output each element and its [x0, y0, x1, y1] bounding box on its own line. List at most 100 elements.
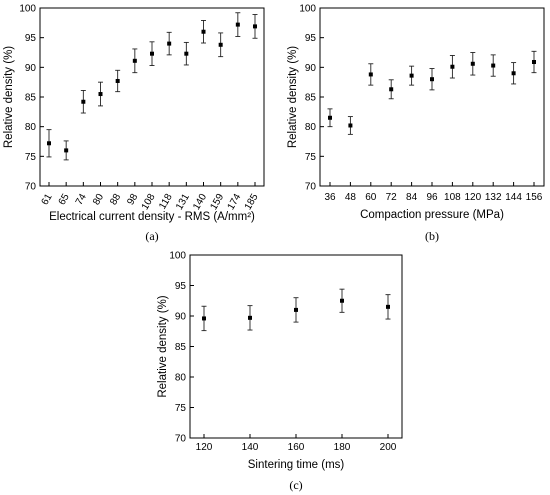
data-point	[218, 42, 223, 47]
x-tick-label: 118	[157, 192, 175, 212]
x-tick-label: 180	[334, 442, 351, 453]
y-tick-label: 85	[175, 342, 187, 353]
data-point	[348, 123, 353, 128]
data-point	[532, 59, 536, 64]
data-point-group	[149, 41, 155, 67]
y-tick-label: 90	[175, 312, 187, 323]
y-axis-label: Relative density (%)	[3, 46, 15, 148]
data-point-group	[166, 31, 172, 56]
x-tick-label: 98	[125, 192, 140, 208]
x-axis-label: Compaction pressure (MPa)	[360, 209, 504, 221]
y-tick-label: 90	[305, 63, 317, 74]
data-point-group	[449, 55, 455, 79]
data-point	[511, 71, 516, 76]
x-tick-label: 120	[196, 442, 213, 453]
data-point	[470, 61, 475, 66]
data-point	[115, 78, 120, 83]
data-point-group	[80, 90, 86, 114]
data-point	[184, 51, 189, 56]
y-tick-label: 100	[169, 251, 186, 262]
data-point-group	[293, 297, 299, 323]
data-point	[202, 316, 206, 321]
data-point-group	[347, 116, 353, 135]
data-point-group	[252, 14, 258, 39]
x-tick-label: 174	[226, 192, 244, 212]
data-point-group	[98, 81, 103, 107]
data-point	[491, 63, 496, 68]
data-point-group	[429, 68, 435, 91]
data-point-group	[201, 20, 206, 44]
data-point	[409, 73, 414, 78]
panel-caption: (c)	[289, 478, 302, 492]
data-point-group	[46, 129, 52, 158]
x-tick-label: 131	[174, 192, 192, 212]
data-point-group	[388, 79, 394, 100]
data-point	[64, 148, 69, 153]
x-tick-label: 140	[191, 192, 209, 212]
data-point	[389, 87, 394, 92]
x-tick-label: 36	[324, 192, 336, 203]
panel-caption: (b)	[425, 229, 439, 243]
y-tick-label: 95	[305, 33, 317, 44]
data-point-group	[531, 50, 537, 74]
x-tick-label: 108	[444, 192, 461, 203]
x-tick-label: 159	[208, 192, 226, 212]
x-tick-label: 156	[526, 192, 543, 203]
data-point-group	[409, 65, 415, 86]
data-point-group	[63, 140, 69, 161]
x-tick-label: 132	[485, 192, 502, 203]
y-axis-label: Relative density (%)	[157, 295, 169, 397]
data-point-group	[339, 288, 345, 313]
y-tick-label: 70	[175, 434, 187, 445]
plot-frame	[189, 254, 403, 439]
data-point	[47, 141, 51, 146]
data-point	[430, 77, 434, 82]
chart-panel-3: 70 75 80 85 90 95 100 120 140 160 180 200 Sintering …	[157, 251, 403, 492]
x-axis-label: Electrical current density - RMS (A/mm²)	[49, 211, 255, 223]
y-axis-label: Relative density (%)	[287, 46, 299, 148]
x-axis-label: Sintering time (ms)	[248, 459, 345, 471]
x-tick-label: 80	[91, 192, 106, 208]
x-tick-label: 48	[345, 192, 357, 203]
plot-frame	[39, 7, 265, 187]
data-point-group	[235, 12, 241, 37]
x-tick-label: 88	[108, 192, 123, 208]
data-point-group	[327, 108, 333, 128]
x-tick-label: 61	[40, 192, 55, 208]
y-tick-label: 95	[175, 281, 187, 292]
y-tick-label: 75	[175, 403, 187, 414]
data-point-group	[132, 48, 138, 74]
y-tick-label: 80	[305, 122, 317, 133]
x-tick-label: 65	[57, 192, 72, 208]
x-tick-label: 200	[380, 442, 397, 453]
data-point	[167, 41, 172, 46]
data-point	[150, 51, 154, 56]
data-point	[328, 115, 332, 120]
x-tick-label: 120	[464, 192, 481, 203]
data-point	[248, 315, 252, 320]
y-tick-label: 100	[19, 4, 36, 15]
y-tick-label: 70	[305, 182, 317, 193]
data-point-group	[490, 54, 496, 77]
y-tick-label: 80	[25, 122, 37, 133]
data-point-group	[368, 63, 374, 86]
data-point-group	[218, 32, 224, 58]
data-point-group	[511, 62, 517, 85]
chart-panel-2: 70 75 80 85 90 95 100 36 48 60 72 84 96 108 120 132 144 1…	[287, 4, 545, 243]
y-tick-label: 75	[305, 152, 317, 163]
panel-caption: (a)	[145, 229, 158, 243]
data-point	[386, 304, 390, 309]
y-tick-label: 90	[25, 63, 37, 74]
data-point-group	[201, 305, 207, 332]
y-tick-label: 80	[175, 373, 187, 384]
data-point	[98, 92, 103, 97]
y-tick-label: 85	[305, 93, 317, 104]
x-tick-label: 144	[505, 192, 522, 203]
y-tick-label: 95	[25, 33, 37, 44]
data-point	[81, 99, 86, 104]
data-point	[368, 72, 373, 77]
y-tick-label: 70	[25, 182, 37, 193]
y-tick-label: 100	[299, 4, 316, 15]
